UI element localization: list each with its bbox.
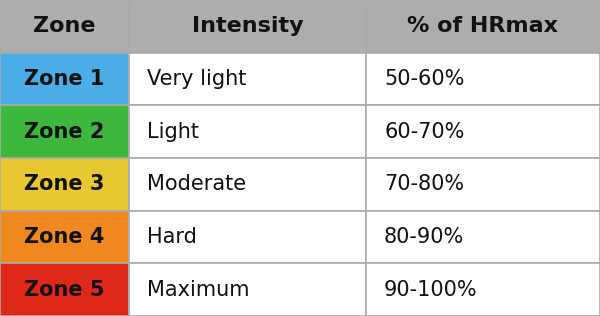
Text: 80-90%: 80-90% xyxy=(384,227,464,247)
FancyBboxPatch shape xyxy=(366,0,600,53)
Text: Light: Light xyxy=(147,122,199,142)
FancyBboxPatch shape xyxy=(0,263,129,316)
FancyBboxPatch shape xyxy=(0,211,129,263)
FancyBboxPatch shape xyxy=(129,211,366,263)
FancyBboxPatch shape xyxy=(129,0,366,53)
FancyBboxPatch shape xyxy=(366,53,600,105)
FancyBboxPatch shape xyxy=(366,263,600,316)
Text: 90-100%: 90-100% xyxy=(384,280,478,300)
Text: Intensity: Intensity xyxy=(191,16,304,36)
Text: Zone 1: Zone 1 xyxy=(25,69,104,89)
Text: % of HRmax: % of HRmax xyxy=(407,16,559,36)
Text: Zone 2: Zone 2 xyxy=(25,122,104,142)
Text: Zone: Zone xyxy=(33,16,96,36)
FancyBboxPatch shape xyxy=(129,105,366,158)
FancyBboxPatch shape xyxy=(0,0,129,53)
Text: 60-70%: 60-70% xyxy=(384,122,464,142)
FancyBboxPatch shape xyxy=(129,53,366,105)
FancyBboxPatch shape xyxy=(0,105,129,158)
FancyBboxPatch shape xyxy=(0,158,129,211)
Text: Maximum: Maximum xyxy=(147,280,250,300)
FancyBboxPatch shape xyxy=(366,158,600,211)
Text: 50-60%: 50-60% xyxy=(384,69,464,89)
Text: 70-80%: 70-80% xyxy=(384,174,464,194)
Text: Moderate: Moderate xyxy=(147,174,246,194)
Text: Very light: Very light xyxy=(147,69,247,89)
FancyBboxPatch shape xyxy=(366,211,600,263)
Text: Zone 3: Zone 3 xyxy=(25,174,104,194)
FancyBboxPatch shape xyxy=(129,263,366,316)
Text: Hard: Hard xyxy=(147,227,197,247)
Text: Zone 4: Zone 4 xyxy=(25,227,104,247)
FancyBboxPatch shape xyxy=(129,158,366,211)
FancyBboxPatch shape xyxy=(366,105,600,158)
Text: Zone 5: Zone 5 xyxy=(24,280,105,300)
FancyBboxPatch shape xyxy=(0,53,129,105)
